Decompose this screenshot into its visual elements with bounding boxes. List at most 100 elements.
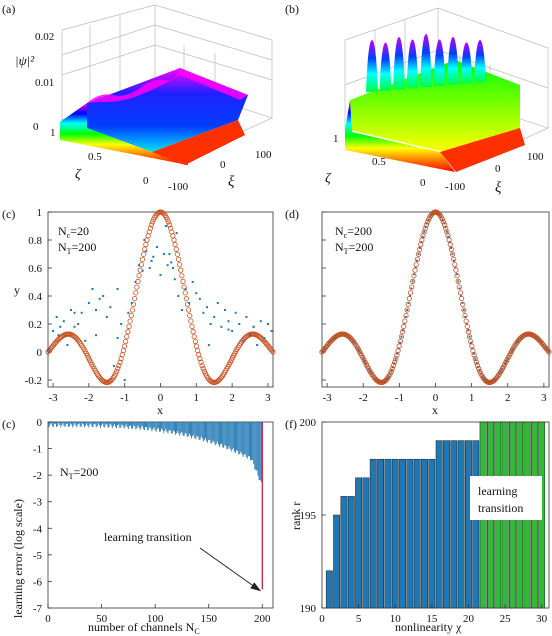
error-bar: [65, 422, 67, 424]
prediction-point: [411, 280, 414, 283]
target-point: [398, 334, 405, 340]
prediction-point: [458, 287, 461, 290]
x-tick-label: 50: [96, 613, 108, 625]
y-tick-label: -1: [33, 444, 42, 456]
error-bar: [85, 422, 86, 426]
error-bar: [96, 422, 98, 427]
error-bar: [60, 422, 62, 428]
surface-peak: [393, 37, 405, 90]
error-bar: [228, 422, 230, 447]
error-bar: [155, 422, 157, 432]
error-bar: [146, 422, 148, 428]
prediction-point: [391, 366, 394, 369]
x-tick-label: 2: [229, 392, 235, 404]
prediction-point: [321, 350, 323, 353]
error-bar: [227, 422, 229, 449]
error-bar: [195, 422, 197, 440]
target-point: [405, 301, 411, 307]
error-bar: [181, 422, 183, 433]
error-bar: [216, 422, 218, 442]
target-point: [412, 267, 418, 273]
target-point: [456, 284, 462, 290]
error-bar: [87, 422, 89, 426]
z-tick-2: 0.02: [35, 31, 54, 43]
prediction-point: [511, 349, 514, 352]
error-bar: [49, 422, 51, 425]
error-bar: [237, 422, 239, 451]
surface-peak: [433, 39, 446, 86]
error-bar: [187, 422, 189, 437]
prediction-point: [332, 337, 335, 340]
prediction-point: [184, 288, 187, 290]
prediction-point: [150, 260, 153, 262]
surface-peak: [460, 42, 473, 84]
prediction-point: [447, 235, 450, 238]
prediction-point: [270, 330, 273, 332]
prediction-point: [481, 375, 484, 378]
error-bar: [161, 422, 163, 429]
error-bar: [120, 422, 122, 428]
panel-e-bars: [48, 422, 263, 590]
rank-bar: [369, 458, 377, 609]
target-point: [115, 366, 121, 372]
error-bar: [137, 422, 139, 426]
prediction-point: [488, 381, 491, 384]
target-point: [452, 262, 458, 268]
error-bar: [52, 422, 54, 427]
target-point: [410, 278, 416, 284]
nt-annotation: NT=200: [58, 240, 96, 256]
target-point: [406, 295, 412, 302]
target-point: [454, 273, 460, 279]
error-bar: [95, 422, 97, 428]
target-point: [477, 368, 483, 374]
error-bar: [116, 422, 118, 429]
target-point: [165, 219, 171, 225]
target-point: [189, 323, 195, 330]
target-point: [414, 256, 420, 262]
prediction-point: [127, 311, 130, 314]
error-bar: [113, 422, 115, 425]
prediction-point: [116, 337, 119, 339]
prediction-point: [410, 287, 413, 290]
target-point: [126, 323, 132, 330]
error-bar: [77, 422, 79, 425]
prediction-point: [80, 311, 83, 314]
target-point: [413, 262, 419, 268]
prediction-point: [252, 325, 255, 328]
prediction-point: [170, 261, 173, 264]
error-bar: [259, 422, 261, 480]
prediction-point: [404, 315, 407, 318]
prediction-point: [464, 315, 467, 318]
error-bar: [140, 422, 142, 428]
x-tick-label: 1: [194, 392, 200, 404]
error-bar: [218, 422, 220, 447]
target-point: [392, 359, 398, 365]
error-bar: [105, 422, 107, 425]
error-bar: [257, 422, 259, 476]
error-bar: [214, 422, 216, 446]
target-point: [166, 222, 173, 228]
target-point: [128, 312, 134, 319]
y-tick-label: -6: [33, 576, 43, 588]
error-bar: [248, 422, 250, 457]
error-bar: [127, 422, 129, 429]
target-point: [184, 301, 191, 307]
panel-f-y-label: rank r: [289, 502, 303, 530]
error-bar: [235, 422, 236, 453]
prediction-point: [73, 325, 76, 328]
target-point: [187, 312, 193, 319]
error-bar: [153, 422, 155, 428]
prediction-point: [421, 235, 424, 238]
panel-e-frame: [47, 421, 274, 609]
error-bar: [88, 422, 90, 428]
target-point: [127, 318, 133, 324]
target-point: [175, 256, 182, 262]
prediction-point: [516, 340, 519, 343]
error-bar: [97, 422, 99, 424]
error-bar: [171, 422, 173, 434]
prediction-point: [55, 316, 58, 318]
panel-f-x-ticks: 0 5 10 15 20 25 30: [319, 604, 548, 625]
prediction-point: [362, 357, 365, 360]
prediction-point: [141, 269, 144, 272]
